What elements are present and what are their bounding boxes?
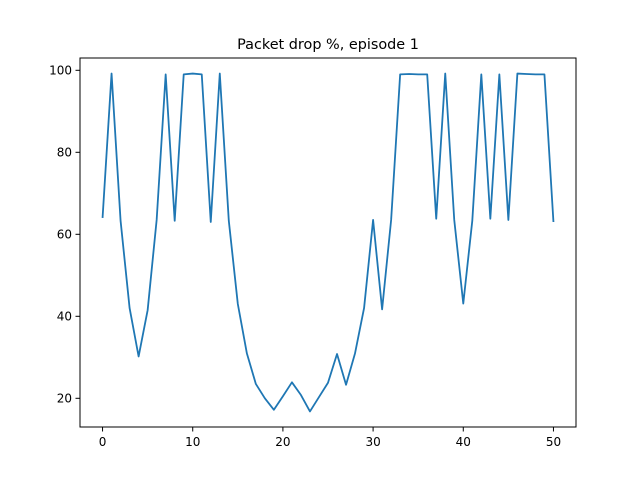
- y-tick-label: 100: [49, 64, 72, 78]
- series-layer: [101, 72, 555, 413]
- x-tick-label: 10: [185, 435, 200, 449]
- series-line: [101, 72, 555, 413]
- y-tick-label: 80: [57, 146, 72, 160]
- x-tick-label: 20: [275, 435, 290, 449]
- x-tick-label: 50: [546, 435, 561, 449]
- y-tick-label: 20: [57, 392, 72, 406]
- y-axis: 20 40 60 80 100: [49, 64, 80, 406]
- plot-frame: [79, 57, 577, 428]
- x-tick-label: 0: [99, 435, 107, 449]
- x-axis: 0 10 20 30 40 50: [99, 427, 561, 449]
- y-tick-label: 60: [57, 228, 72, 242]
- x-tick-label: 30: [365, 435, 380, 449]
- chart-title: Packet drop %, episode 1: [237, 37, 419, 53]
- y-tick-label: 40: [57, 310, 72, 324]
- x-tick-label: 40: [456, 435, 471, 449]
